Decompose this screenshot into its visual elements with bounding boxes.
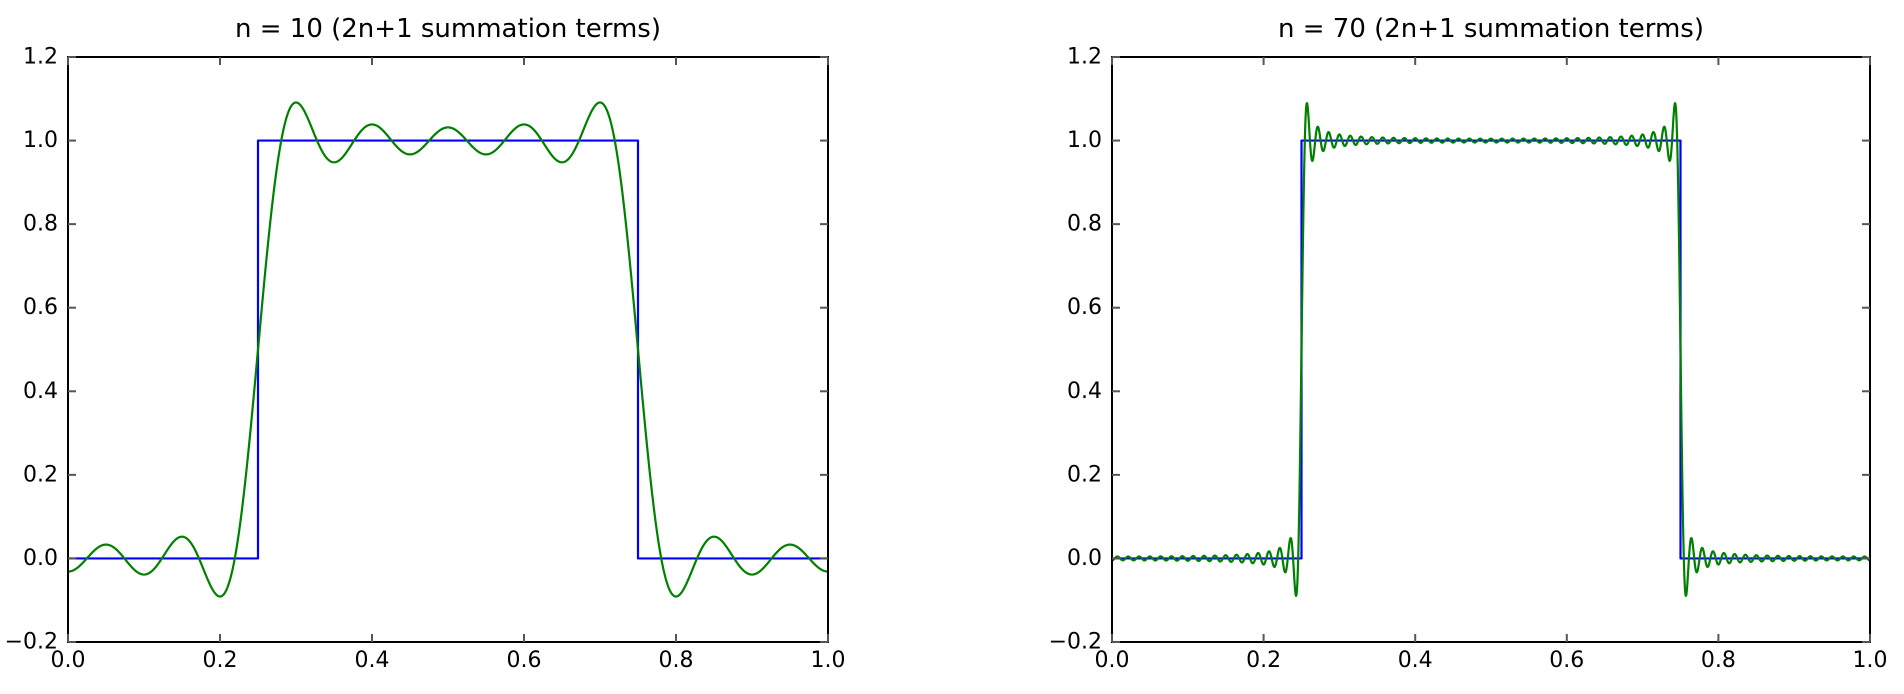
x-tick-label: 0.4 <box>355 648 390 673</box>
y-tick-label: 0.6 <box>1067 295 1102 320</box>
x-tick-label: 0.2 <box>203 648 238 673</box>
y-tick-label: 1.2 <box>23 45 58 70</box>
left-plot-title: n = 10 (2n+1 summation terms) <box>234 14 662 44</box>
y-tick-label: 0.4 <box>23 379 58 404</box>
y-tick-label: 0.0 <box>23 546 58 571</box>
axes-box <box>67 56 829 643</box>
square-wave-curve <box>68 139 828 560</box>
y-tick-label: 0.2 <box>23 462 58 487</box>
y-tick-label: −0.2 <box>1049 630 1102 655</box>
y-tick-label: 1.2 <box>1067 45 1102 70</box>
y-tick-label: 0.8 <box>23 212 58 237</box>
x-tick-label: 1.0 <box>1853 648 1888 673</box>
x-tick-label: 0.0 <box>1095 648 1130 673</box>
x-tick-label: 1.0 <box>811 648 846 673</box>
y-tick-label: −0.2 <box>5 630 58 655</box>
y-tick-label: 1.0 <box>23 128 58 153</box>
x-tick-label: 0.6 <box>1549 648 1584 673</box>
x-tick-label: 0.8 <box>659 648 694 673</box>
y-tick-label: 0.8 <box>1067 212 1102 237</box>
x-tick-label: 0.6 <box>507 648 542 673</box>
y-tick-label: 0.6 <box>23 295 58 320</box>
x-tick-label: 0.8 <box>1701 648 1736 673</box>
y-tick-label: 0.0 <box>1067 546 1102 571</box>
y-tick-label: 0.2 <box>1067 462 1102 487</box>
x-tick-label: 0.4 <box>1398 648 1433 673</box>
y-tick-label: 0.4 <box>1067 379 1102 404</box>
x-tick-label: 0.2 <box>1246 648 1281 673</box>
y-tick-label: 1.0 <box>1067 128 1102 153</box>
fourier-partial-sum-curve <box>67 101 829 598</box>
x-tick-label: 0.0 <box>51 648 86 673</box>
fourier-partial-sum-curve <box>1111 102 1871 597</box>
right-plot-title: n = 70 (2n+1 summation terms) <box>1277 14 1705 44</box>
axes-box <box>1111 56 1871 643</box>
square-wave-curve <box>1112 139 1870 560</box>
